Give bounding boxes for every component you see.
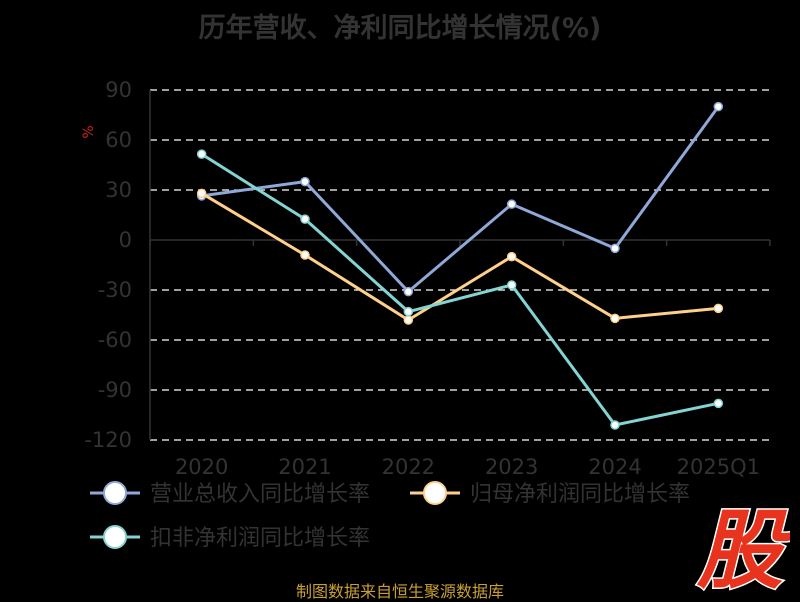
grid-lines	[150, 89, 770, 441]
y-tick-label: -120	[84, 428, 132, 452]
legend-item: 归母净利润同比增长率	[410, 481, 690, 507]
legend-label: 营业总收入同比增长率	[150, 482, 370, 507]
data-point	[713, 398, 724, 409]
x-tick-label: 2024	[588, 455, 641, 479]
legend-item: 营业总收入同比增长率	[90, 481, 370, 507]
x-tick-label: 2020	[175, 455, 228, 479]
data-point	[506, 251, 517, 262]
data-point	[300, 214, 310, 224]
legend-label: 归母净利润同比增长率	[470, 482, 690, 507]
series	[196, 101, 724, 297]
logo-badge: 股	[695, 502, 791, 592]
data-point	[506, 280, 517, 290]
data-point	[610, 313, 620, 324]
series-line	[200, 192, 719, 322]
data-point	[300, 250, 310, 260]
y-tick-label: 90	[105, 78, 132, 102]
chart-title: 历年营收、净利同比增长情况(%)	[198, 13, 602, 44]
data-point	[196, 188, 207, 199]
data-point	[713, 303, 724, 314]
data-point	[713, 101, 724, 112]
y-axis-label: %	[81, 125, 97, 138]
series-lines	[196, 101, 724, 430]
logo-char: 股	[696, 502, 790, 592]
data-point	[300, 176, 310, 187]
series	[196, 149, 724, 430]
x-tick-label: 2025Q1	[677, 455, 760, 479]
data-point	[403, 306, 414, 317]
data-point	[196, 149, 207, 159]
data-point	[610, 243, 620, 254]
legend-marker	[423, 481, 447, 505]
x-tick-label: 2021	[278, 455, 331, 479]
legend-marker	[103, 481, 127, 505]
x-tick-label: 2023	[485, 455, 538, 479]
y-tick-label: -60	[98, 328, 132, 352]
series	[196, 188, 724, 325]
series-line	[200, 152, 719, 427]
legend-item: 扣非净利润同比增长率	[90, 525, 370, 551]
y-tick-label: -90	[98, 378, 132, 402]
series-line	[201, 105, 720, 294]
y-tick-label: 30	[105, 178, 132, 202]
data-point	[506, 199, 517, 209]
y-tick-label: -30	[98, 278, 132, 302]
data-point	[610, 420, 620, 430]
legend-marker	[103, 525, 127, 549]
axes: 90 60 30 0 -30 -60 -90 -120 2020 2021 2022 2023 2024…	[81, 78, 771, 479]
y-tick-label: 0	[119, 228, 132, 252]
data-point	[403, 286, 414, 297]
y-tick-label: 60	[105, 128, 132, 152]
source-footer: 制图数据来自恒生聚源数据库	[295, 582, 504, 601]
legend-label: 扣非净利润同比增长率	[150, 526, 370, 551]
data-point	[403, 315, 414, 325]
x-tick-label: 2022	[382, 455, 435, 479]
